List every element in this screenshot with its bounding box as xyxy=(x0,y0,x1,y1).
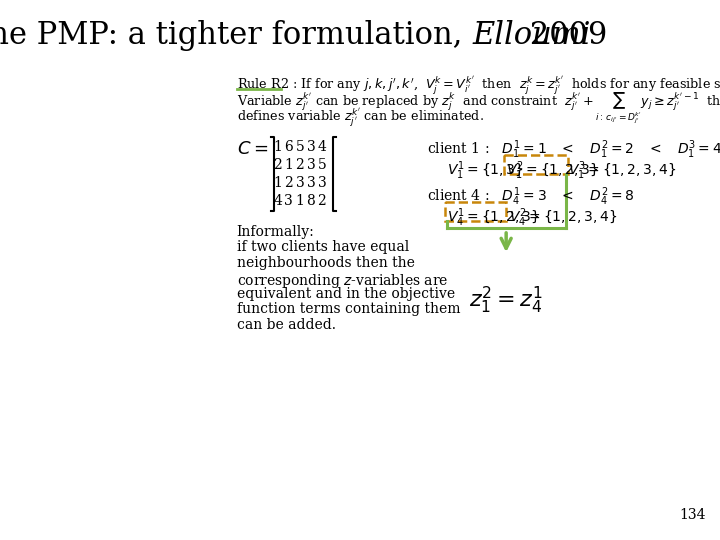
Text: 1: 1 xyxy=(274,176,282,190)
Text: $V_1^3 = \{1,2,3,4\}$: $V_1^3 = \{1,2,3,4\}$ xyxy=(569,159,677,181)
Text: The PMP: a tighter formulation,: The PMP: a tighter formulation, xyxy=(0,20,472,51)
Text: 4: 4 xyxy=(318,140,326,154)
Text: client 1 :   $D_1^1 = 1$   $<$   $D_1^2 = 2$   $<$   $D_1^3 = 4$: client 1 : $D_1^1 = 1$ $<$ $D_1^2 = 2$ $… xyxy=(427,138,720,160)
Text: Rule R2 : If for any $j, k, j', k'$,  $V_j^k = V_{i'}^{k'}$  then  $z_j^k = z_{j: Rule R2 : If for any $j, k, j', k'$, $V_… xyxy=(237,75,720,97)
Text: Elloumi: Elloumi xyxy=(472,20,590,51)
Text: 134: 134 xyxy=(680,508,706,522)
Text: 3: 3 xyxy=(307,158,315,172)
Text: client 4 :   $D_4^1 = 3$   $<$   $D_4^2 = 8$: client 4 : $D_4^1 = 3$ $<$ $D_4^2 = 8$ xyxy=(427,185,635,207)
Text: 2: 2 xyxy=(274,158,282,172)
Text: 8: 8 xyxy=(307,194,315,208)
Text: neighbourhoods then the: neighbourhoods then the xyxy=(237,256,415,270)
Text: 5: 5 xyxy=(318,158,326,172)
Text: $C = $: $C = $ xyxy=(237,140,268,158)
Text: corresponding $z$-variables are: corresponding $z$-variables are xyxy=(237,272,448,289)
Text: 4: 4 xyxy=(274,194,282,208)
Text: 6: 6 xyxy=(284,140,293,154)
Text: 1: 1 xyxy=(284,158,293,172)
Text: 1: 1 xyxy=(295,194,305,208)
Text: $z_1^2 = z_4^1$: $z_1^2 = z_4^1$ xyxy=(469,285,543,316)
Text: $V_4^1 = \{1,2,3\}$: $V_4^1 = \{1,2,3\}$ xyxy=(446,206,539,228)
Text: $V_4^2 = \{1,2,3,4\}$: $V_4^2 = \{1,2,3,4\}$ xyxy=(508,206,617,228)
Text: 1: 1 xyxy=(274,140,282,154)
Text: 2009: 2009 xyxy=(521,20,608,51)
Text: defines variable $z_{j'}^{k'}$ can be eliminated.: defines variable $z_{j'}^{k'}$ can be el… xyxy=(237,107,483,129)
Text: equivalent and in the objective: equivalent and in the objective xyxy=(237,287,454,301)
Text: 3: 3 xyxy=(318,176,326,190)
Text: can be added.: can be added. xyxy=(237,318,336,332)
Text: if two clients have equal: if two clients have equal xyxy=(237,240,409,254)
Text: Variable $z_{j'}^{k'}$ can be replaced by $z_j^k$  and constraint  $z_{j'}^{k'} : Variable $z_{j'}^{k'}$ can be replaced b… xyxy=(237,91,720,126)
Text: function terms containing them: function terms containing them xyxy=(237,302,460,316)
Text: 5: 5 xyxy=(295,140,305,154)
Text: 3: 3 xyxy=(284,194,293,208)
Text: 3: 3 xyxy=(295,176,305,190)
Text: $V_1^1 = \{1,3\}$: $V_1^1 = \{1,3\}$ xyxy=(446,159,523,181)
Text: 3: 3 xyxy=(307,140,315,154)
Text: 3: 3 xyxy=(307,176,315,190)
Text: 2: 2 xyxy=(318,194,326,208)
Text: $V_1^2 = \{1,2,3\}$: $V_1^2 = \{1,2,3\}$ xyxy=(506,159,599,181)
Text: Informally:: Informally: xyxy=(237,225,314,239)
Text: 2: 2 xyxy=(295,158,305,172)
Text: 2: 2 xyxy=(284,176,293,190)
